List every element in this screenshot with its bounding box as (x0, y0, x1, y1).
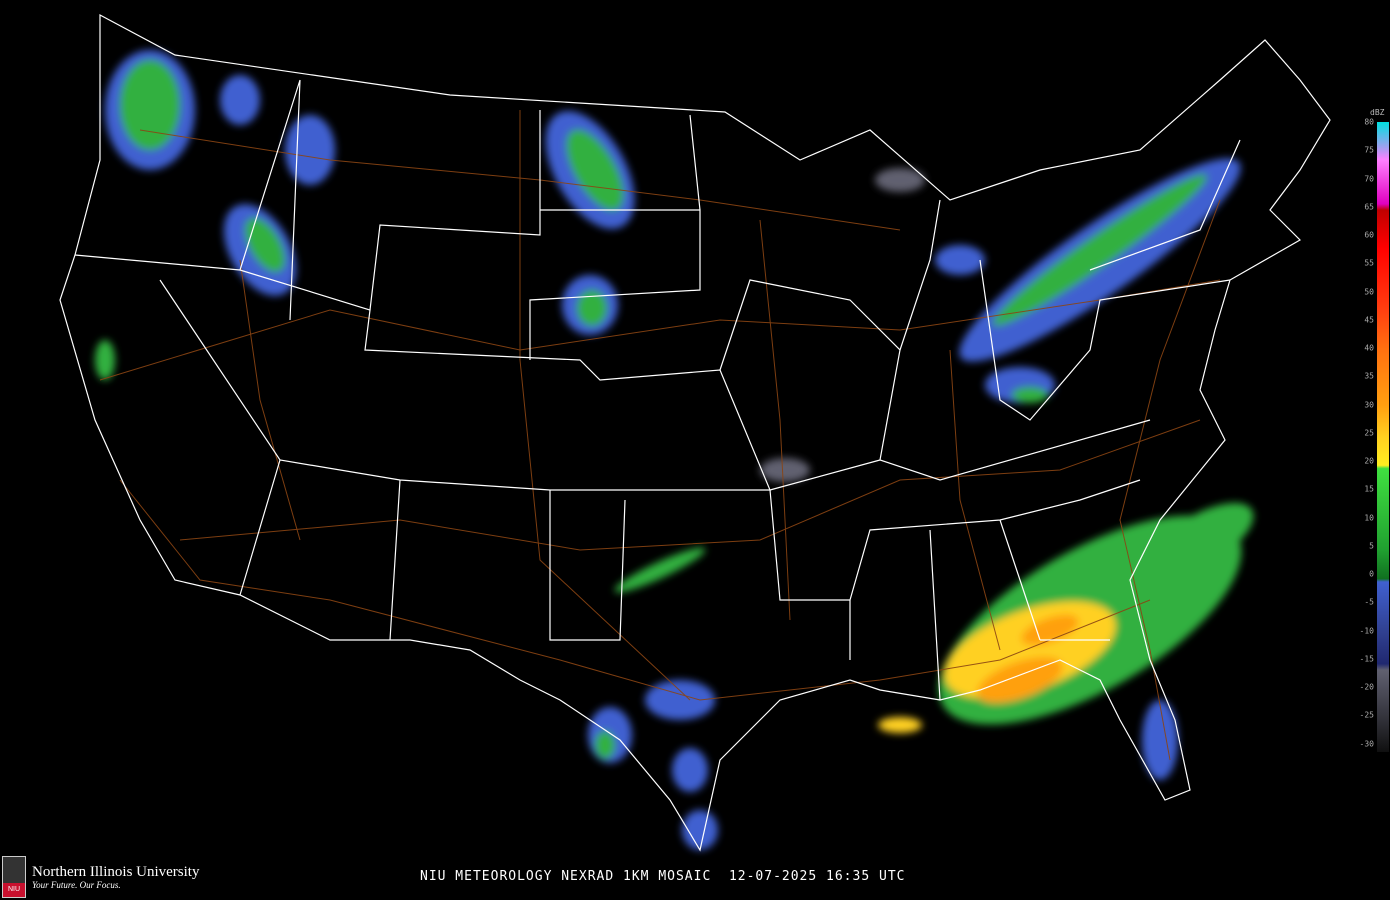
legend-tick: 75 (1364, 145, 1374, 155)
timestamp: 12-07-2025 16:35 UTC (728, 869, 906, 884)
niu-shield-icon: NIU (2, 856, 26, 898)
legend-tick: 55 (1364, 258, 1374, 268)
legend-tick: 40 (1364, 343, 1374, 353)
legend-tick: 25 (1364, 428, 1374, 438)
radar-echoes (95, 50, 1254, 850)
legend-color-bar (1377, 122, 1389, 752)
niu-logo: NIU Northern Illinois University Your Fu… (2, 856, 199, 898)
legend-tick: 60 (1364, 230, 1374, 240)
legend-tick: 45 (1364, 315, 1374, 325)
legend-tick: -20 (1359, 682, 1374, 692)
legend-tick: 70 (1364, 174, 1374, 183)
legend-tick: 10 (1364, 513, 1374, 523)
legend-unit: dBZ (1370, 108, 1385, 117)
legend-tick: -10 (1359, 626, 1374, 636)
legend-tick: -15 (1359, 654, 1374, 664)
legend-tick: 35 (1364, 371, 1374, 381)
legend-tick: -30 (1359, 739, 1374, 749)
legend-tick: 80 (1364, 117, 1374, 127)
legend-tick: -5 (1364, 597, 1374, 607)
legend-tick: 20 (1364, 456, 1374, 466)
legend-tick: 15 (1364, 484, 1374, 494)
university-tagline: Your Future. Our Focus. (32, 880, 121, 890)
map-caption: NIU METEOROLOGY NEXRAD 1KM MOSAIC 12-07-… (420, 869, 905, 884)
state-borders (59, 14, 1331, 852)
legend-tick: 30 (1364, 400, 1374, 409)
legend-tick: -25 (1359, 710, 1374, 720)
legend-tick: 50 (1364, 287, 1374, 296)
dbz-color-legend: dBZ 80 75 70 65 60 55 50 45 40 35 30 25 20 15 10 5 0 -5 -1… (1350, 108, 1390, 758)
legend-tick: 65 (1364, 202, 1374, 212)
legend-tick: 0 (1369, 569, 1374, 579)
legend-tick: 5 (1369, 541, 1374, 551)
product-title: NIU METEOROLOGY NEXRAD 1KM MOSAIC (420, 869, 712, 884)
national-outline (59, 14, 1331, 852)
university-name: Northern Illinois University (32, 864, 200, 880)
